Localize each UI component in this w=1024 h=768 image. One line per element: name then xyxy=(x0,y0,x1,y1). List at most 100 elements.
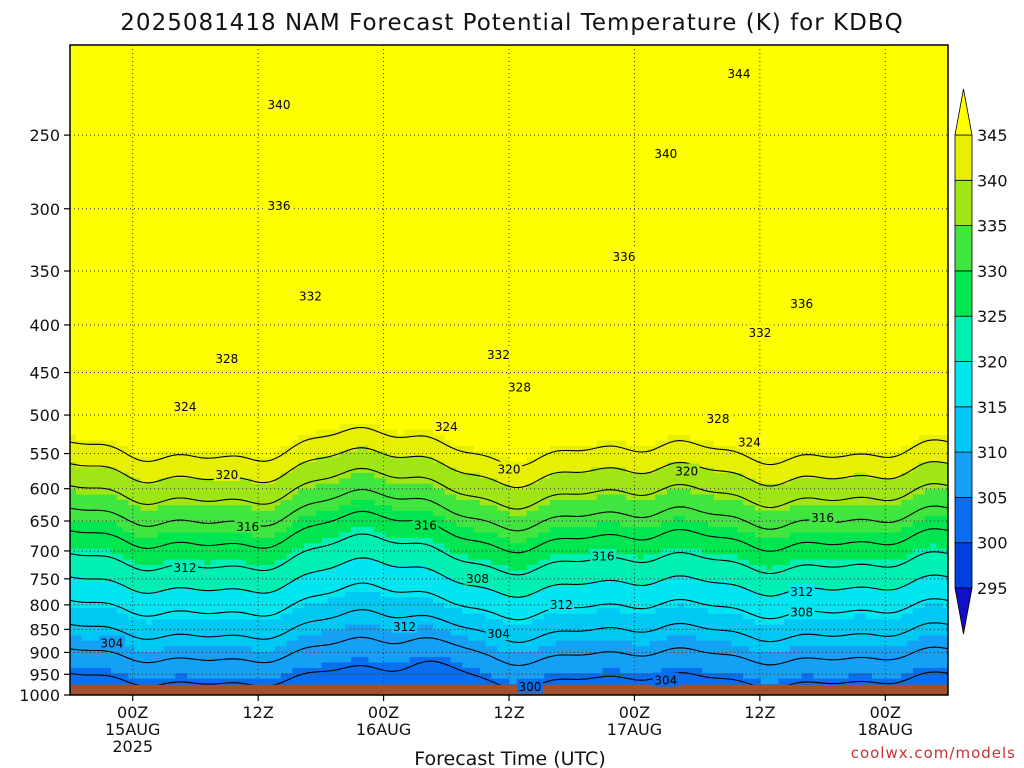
y-tick-label: 650 xyxy=(29,512,60,531)
contour-label-background xyxy=(98,635,125,650)
color-band-cell xyxy=(351,527,375,534)
color-band-cell xyxy=(450,657,948,664)
color-band-cell xyxy=(70,391,948,398)
contour-label: 340 xyxy=(268,98,291,112)
colorbar-label: 335 xyxy=(977,217,1008,236)
color-band-cell xyxy=(134,451,159,458)
color-band-cell xyxy=(596,608,621,615)
color-band-cell xyxy=(70,478,141,485)
contour-label: 324 xyxy=(174,400,197,414)
color-band-cell xyxy=(555,640,633,647)
color-band-cell xyxy=(122,581,288,588)
contour-label: 320 xyxy=(675,465,698,479)
color-band-cell xyxy=(479,500,551,506)
y-tick-label: 1000 xyxy=(19,686,60,705)
color-band-cell xyxy=(702,548,914,555)
x-tick-label-date: 18AUG xyxy=(858,720,913,739)
color-band-cell xyxy=(790,505,948,512)
color-band-cell xyxy=(444,489,668,496)
color-band-cell xyxy=(251,646,276,653)
color-band-cell xyxy=(140,478,159,485)
color-band-cell xyxy=(684,516,926,523)
color-band-cell xyxy=(286,554,469,561)
color-band-cell xyxy=(70,212,948,219)
color-band-cell xyxy=(116,521,293,528)
contour-label-background xyxy=(516,678,543,693)
color-band-cell xyxy=(116,494,293,501)
color-band-cell xyxy=(912,667,948,674)
color-band-cell xyxy=(70,55,948,62)
color-band-cell xyxy=(70,88,948,95)
contour-label: 312 xyxy=(790,585,813,599)
contour-label-background xyxy=(234,519,261,534)
color-band-cell xyxy=(70,500,130,506)
color-band-cell xyxy=(321,537,434,544)
color-band-cell xyxy=(140,505,159,512)
color-band-cell xyxy=(743,500,902,506)
color-band-cell xyxy=(550,500,744,506)
color-band-cell xyxy=(509,565,528,571)
color-band-cell xyxy=(924,602,943,609)
color-band-cell xyxy=(754,532,791,539)
color-band-cell xyxy=(351,472,375,479)
color-band-cell xyxy=(175,673,188,680)
contour-label-background xyxy=(172,398,198,413)
color-band-cell xyxy=(70,435,77,441)
color-band-cell xyxy=(550,445,744,452)
color-band-cell xyxy=(550,472,744,479)
color-band-cell xyxy=(128,445,282,452)
y-tick-label: 750 xyxy=(29,570,60,589)
color-band-cell xyxy=(380,424,948,431)
color-band-cell xyxy=(432,624,948,631)
color-band-cell xyxy=(70,359,948,366)
color-band-cell xyxy=(602,667,621,674)
color-band-cell xyxy=(280,472,352,479)
color-band-cell xyxy=(596,494,627,501)
color-band-cell xyxy=(128,586,171,593)
colorbar-segment xyxy=(954,361,973,408)
color-band-cell xyxy=(456,467,592,474)
color-band-cell xyxy=(292,548,451,555)
contour-label: 304 xyxy=(654,674,677,688)
color-band-cell xyxy=(70,554,124,561)
color-band-cell xyxy=(450,440,598,447)
color-band-cell xyxy=(251,505,276,512)
color-band-cell xyxy=(479,667,604,674)
color-band-cell xyxy=(298,435,446,441)
contour-label-background xyxy=(485,626,512,641)
color-band-cell xyxy=(70,559,135,566)
colorbar-segment xyxy=(954,406,973,453)
color-band-cell xyxy=(286,640,487,647)
color-band-cell xyxy=(397,429,405,436)
color-band-cell xyxy=(70,521,118,528)
color-band-cell xyxy=(473,445,551,452)
color-band-cell xyxy=(942,602,948,609)
colorbar-segment xyxy=(954,451,973,498)
color-band-cell xyxy=(901,472,948,479)
color-band-cell xyxy=(70,494,118,501)
color-band-cell xyxy=(292,521,457,528)
contour-label-background xyxy=(652,146,679,161)
color-band-cell xyxy=(70,635,83,642)
color-band-cell xyxy=(918,462,948,469)
color-band-cell xyxy=(438,570,948,577)
color-band-cell xyxy=(450,575,668,582)
color-band-cell xyxy=(661,548,703,555)
y-tick-label: 900 xyxy=(29,643,60,662)
color-band-cell xyxy=(321,630,452,636)
color-band-cell xyxy=(274,451,340,458)
color-band-cell xyxy=(70,332,948,339)
color-band-cell xyxy=(70,364,948,371)
contour-label-background xyxy=(213,350,240,365)
color-band-cell xyxy=(70,640,124,647)
color-band-cell xyxy=(737,527,902,534)
x-tick-label-year: 2025 xyxy=(112,737,153,756)
color-band-cell xyxy=(274,559,346,566)
color-band-cell xyxy=(432,456,510,463)
colorbar-label: 320 xyxy=(977,353,1008,372)
color-band-cell xyxy=(251,532,276,539)
color-band-cell xyxy=(339,478,387,485)
color-band-cell xyxy=(620,667,662,674)
color-band-cell xyxy=(667,575,697,582)
color-band-cell xyxy=(70,72,948,79)
